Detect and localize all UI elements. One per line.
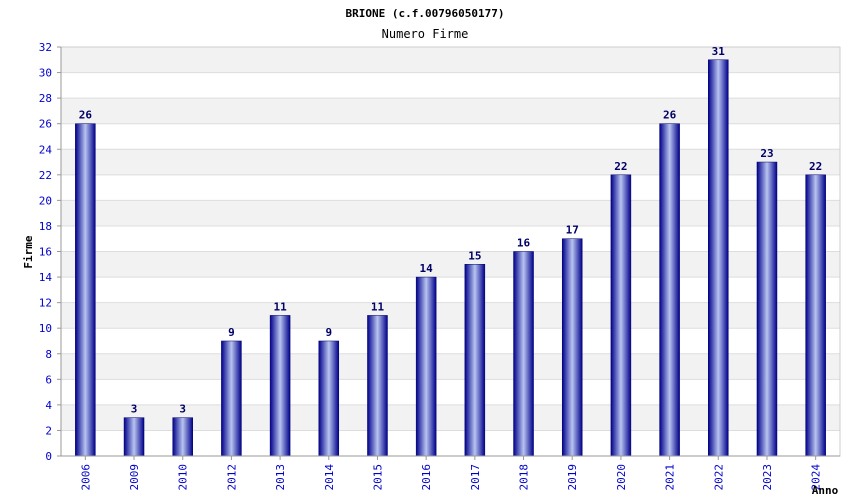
- x-tick-label: 2019: [566, 464, 579, 491]
- x-tick-label: 2023: [761, 464, 774, 491]
- y-tick-label: 28: [39, 92, 52, 105]
- x-tick-label: 2006: [79, 464, 92, 491]
- y-tick-label: 20: [39, 194, 52, 207]
- chart-subtitle: Numero Firme: [382, 27, 469, 41]
- x-tick-label: 2013: [274, 464, 287, 491]
- bar-2013: [269, 315, 291, 457]
- x-tick-label: 2021: [664, 464, 677, 491]
- bar-2023: [756, 161, 778, 457]
- bar-2022: [708, 59, 729, 457]
- bar-2016: [415, 276, 437, 457]
- y-tick-label: 30: [39, 67, 52, 80]
- x-tick-label: 2010: [177, 464, 190, 491]
- y-tick-label: 10: [39, 322, 52, 335]
- data-label: 3: [131, 403, 138, 416]
- bar-2019: [561, 238, 583, 457]
- bar-2010: [172, 417, 193, 457]
- bar-2018: [513, 251, 534, 457]
- bar-2009: [123, 417, 145, 457]
- data-label: 22: [614, 160, 627, 173]
- data-label: 9: [228, 326, 235, 339]
- data-label: 3: [179, 403, 186, 416]
- chart-title: BRIONE (c.f.00796050177): [346, 7, 505, 20]
- y-tick-label: 32: [39, 41, 52, 54]
- x-tick-label: 2014: [323, 464, 336, 491]
- data-label: 17: [566, 224, 579, 237]
- x-tick-label: 2012: [225, 464, 238, 491]
- y-tick-label: 0: [45, 450, 52, 463]
- bar-2012: [221, 340, 242, 457]
- y-tick-label: 6: [45, 373, 52, 386]
- y-tick-label: 26: [39, 118, 52, 131]
- data-label: 11: [371, 300, 385, 313]
- data-label: 16: [517, 237, 531, 250]
- y-tick-label: 14: [39, 271, 53, 284]
- x-tick-label: 2020: [615, 464, 628, 491]
- bar-2006: [75, 123, 96, 457]
- bar-2017: [464, 264, 486, 457]
- y-tick-label: 12: [39, 297, 52, 310]
- data-label: 26: [79, 109, 93, 122]
- data-label: 23: [760, 147, 773, 160]
- x-tick-label: 2017: [469, 464, 482, 491]
- y-tick-label: 16: [39, 246, 52, 259]
- data-label: 26: [663, 109, 677, 122]
- x-tick-label: 2016: [420, 464, 433, 491]
- bar-2015: [367, 315, 388, 457]
- x-tick-label: 2009: [128, 464, 141, 491]
- y-tick-label: 24: [39, 143, 53, 156]
- data-label: 14: [420, 262, 434, 275]
- bar-2024: [805, 174, 826, 457]
- x-tick-label: 2022: [712, 464, 725, 491]
- y-tick-label: 2: [45, 424, 52, 437]
- y-axis-label: Firme: [22, 235, 35, 268]
- y-tick-label: 8: [45, 348, 52, 361]
- y-tick-label: 18: [39, 220, 52, 233]
- bar-2021: [659, 123, 680, 457]
- data-label: 31: [712, 45, 726, 58]
- x-tick-label: 2024: [810, 464, 823, 491]
- y-tick-label: 4: [45, 399, 52, 412]
- x-axis-label: Anno: [812, 484, 839, 497]
- data-label: 15: [468, 249, 481, 262]
- x-axis: 2006 2009 2010 2012 2013 2014 2015 2016 2017 2018…: [61, 455, 840, 491]
- bar-2014: [318, 340, 340, 457]
- y-tick-label: 22: [39, 169, 52, 182]
- x-tick-label: 2018: [518, 464, 531, 491]
- x-tick-label: 2015: [371, 464, 384, 491]
- data-label: 11: [273, 300, 287, 313]
- bar-2020: [610, 174, 632, 457]
- data-label: 9: [325, 326, 332, 339]
- data-label: 22: [809, 160, 822, 173]
